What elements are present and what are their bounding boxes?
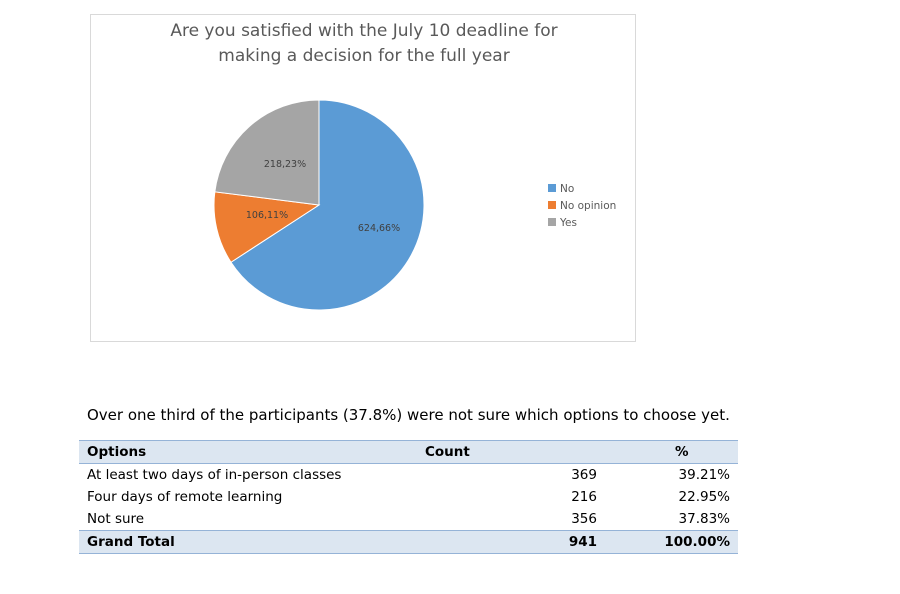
pie-slice-no-opinion [213, 191, 321, 263]
pie-slices [213, 99, 425, 311]
pie-slice-labels: 624,66% 106,11% 218,23% [246, 159, 400, 234]
slice-data-label: 624,66% [358, 223, 400, 234]
row-option: Four days of remote learning [87, 489, 283, 505]
total-count: 941 [568, 534, 597, 550]
pie-chart-panel: Are you satisfied with the July 10 deadl… [90, 14, 636, 342]
total-percent: 100.00% [664, 534, 730, 550]
row-percent: 37.83% [678, 511, 730, 527]
header-count: Count [425, 444, 470, 460]
total-label: Grand Total [87, 534, 175, 550]
row-percent: 22.95% [678, 489, 730, 505]
legend-label: No opinion [560, 200, 616, 212]
row-option: At least two days of in-person classes [87, 467, 342, 483]
summary-paragraph: Over one third of the participants (37.8… [87, 406, 730, 424]
chart-legend: No No opinion Yes [548, 183, 616, 229]
grand-total-row: Grand Total 941 100.00% [79, 530, 738, 554]
row-percent: 39.21% [678, 467, 730, 483]
row-count: 369 [571, 467, 597, 483]
table-row: At least two days of in-person classes 3… [79, 464, 738, 487]
table-header-row: Options Count % [79, 440, 738, 464]
slice-data-label: 218,23% [264, 159, 306, 170]
row-option: Not sure [87, 511, 145, 527]
table-row: Four days of remote learning 216 22.95% [79, 486, 738, 508]
header-options: Options [87, 444, 147, 460]
table-row: Not sure 356 37.83% [79, 508, 738, 531]
chart-title-line-2: making a decision for the full year [218, 46, 509, 66]
header-percent: % [675, 444, 689, 460]
pie-chart: Are you satisfied with the July 10 deadl… [170, 21, 616, 311]
row-count: 216 [571, 489, 597, 505]
row-count: 356 [571, 511, 597, 527]
chart-title-line-1: Are you satisfied with the July 10 deadl… [170, 21, 557, 41]
slice-data-label: 106,11% [246, 210, 288, 221]
options-table: Options Count % At least two days of in-… [79, 440, 738, 554]
legend-label: Yes [559, 217, 577, 229]
pie-slice-no [230, 99, 425, 311]
legend-swatch [548, 201, 556, 209]
legend-swatch [548, 184, 556, 192]
legend-swatch [548, 218, 556, 226]
pie-slice-yes [214, 99, 320, 206]
legend-label: No [560, 183, 574, 195]
